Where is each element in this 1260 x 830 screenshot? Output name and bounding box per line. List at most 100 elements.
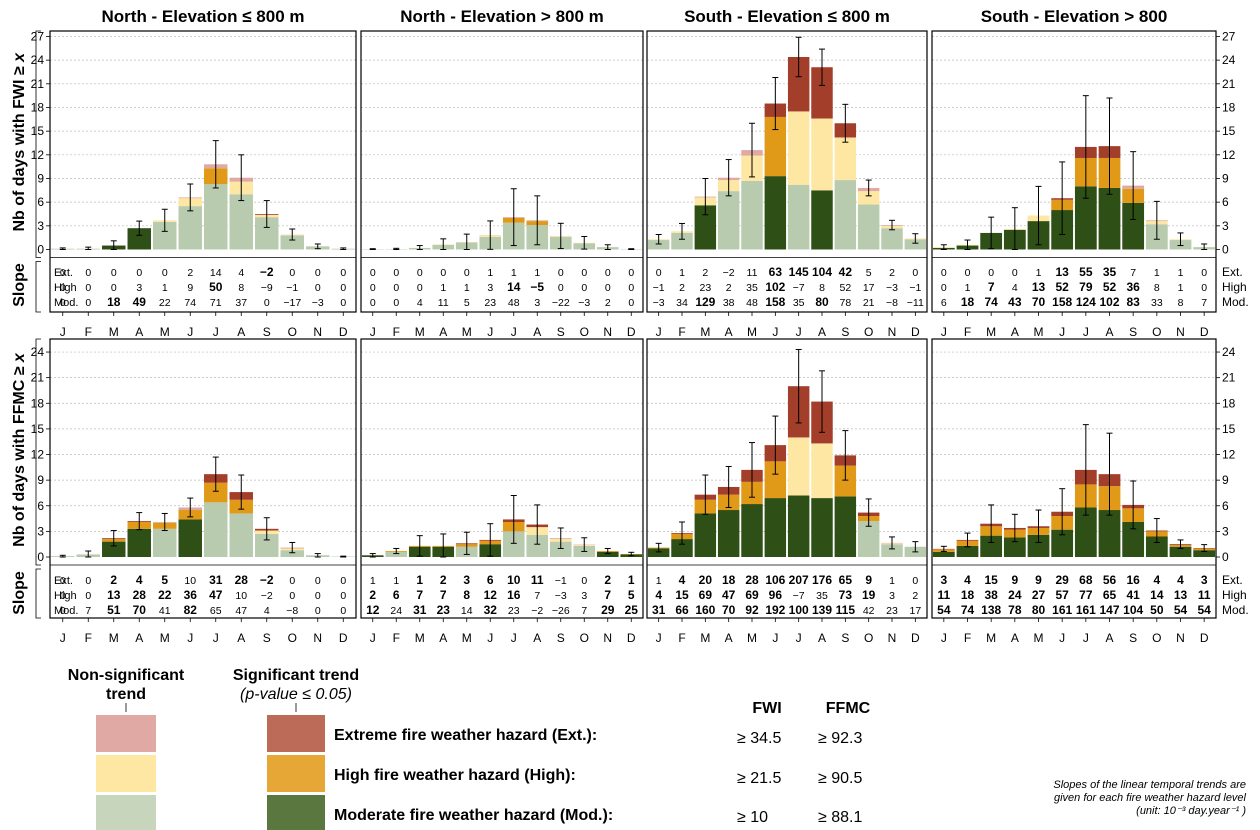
- level-label-left-r1-0: Ext.: [54, 267, 73, 279]
- slope-r1-p4-l0-m3: 0: [988, 267, 994, 279]
- slope-r1-p2-l0-m9: 0: [558, 267, 564, 279]
- slope-r1-p2-l0-m7: 1: [511, 267, 517, 279]
- legend-sig-title: Significant trend: [233, 667, 359, 684]
- slope-r1-p1-l2-m8: 37: [235, 297, 247, 309]
- month-label-r1-p1-m10: O: [288, 325, 297, 339]
- slope-r1-p4-l1-m11: 1: [1178, 282, 1184, 294]
- slope-r2-p2-l2-m6: 32: [484, 603, 498, 617]
- legend-level-high-label: High fire weather hazard (High):: [334, 767, 576, 784]
- slope-r2-p3-l1-m8: 35: [816, 590, 828, 602]
- month-label-r1-p4-m11: N: [1176, 325, 1185, 339]
- slope-r1-p1-l2-m12: 0: [340, 297, 346, 309]
- slope-r2-p4-l0-m8: 56: [1103, 573, 1117, 587]
- row-2-slope-label: Slope: [11, 571, 28, 615]
- slope-r1-p1-l2-m7: 71: [210, 297, 222, 309]
- level-label-left-r2-1: High: [54, 590, 77, 602]
- slope-r2-p2-l1-m8: 7: [534, 590, 540, 602]
- slope-r1-p2-l0-m8: 1: [534, 267, 540, 279]
- slope-r2-p4-l2-m9: 104: [1123, 603, 1143, 617]
- slope-r2-p1-l2-m9: 4: [264, 605, 270, 617]
- slope-r1-p3-l1-m9: 52: [839, 282, 851, 294]
- slope-r1-p1-l1-m3: 0: [111, 282, 117, 294]
- panel-title-3: South - Elevation ≤ 800 m: [684, 7, 890, 26]
- slope-r2-p4-l2-m1: 54: [937, 603, 951, 617]
- bar-mod-r2-p3-m4: [717, 510, 740, 557]
- bar-mod-r2-p1-m10: [280, 550, 304, 557]
- slope-r1-p1-l0-m9: −2: [260, 265, 274, 279]
- ytick-right-r1-15: 15: [1222, 124, 1236, 138]
- ytick-right-r1-3: 3: [1222, 219, 1229, 233]
- month-label-r2-p2-m2: F: [393, 631, 400, 645]
- slope-r1-p2-l2-m10: −3: [578, 297, 590, 309]
- slope-r2-p2-l2-m3: 31: [413, 603, 427, 617]
- month-label-r1-p3-m11: N: [888, 325, 897, 339]
- slope-r1-p2-l1-m10: 0: [581, 282, 587, 294]
- slope-r2-p3-l0-m4: 18: [722, 573, 736, 587]
- bar-mod-r1-p1-m10: [280, 235, 304, 250]
- slope-r1-p2-l1-m1: 0: [370, 282, 376, 294]
- slope-r2-p1-l1-m10: 0: [289, 590, 295, 602]
- slope-r2-p2-l0-m6: 6: [487, 573, 494, 587]
- month-label-r2-p2-m7: J: [511, 631, 517, 645]
- slope-r2-p1-l1-m8: 10: [235, 590, 247, 602]
- bar-mod-r1-p1-m9: [255, 217, 279, 250]
- panel-frame-r2-p4: [931, 338, 1217, 619]
- month-label-r2-p1-m9: S: [263, 631, 271, 645]
- panel-frame-r2-p2: [360, 338, 644, 619]
- ytick-left-r2-15: 15: [31, 422, 45, 436]
- month-label-r2-p3-m7: J: [796, 631, 802, 645]
- month-label-r1-p2-m9: S: [557, 325, 565, 339]
- slope-r1-p3-l2-m10: 21: [863, 297, 875, 309]
- level-label-right-r2-2: Mod.: [1222, 603, 1249, 617]
- slope-r1-p2-l2-m2: 0: [393, 297, 399, 309]
- slope-r2-p2-l0-m9: −1: [555, 575, 567, 587]
- ytick-right-r1-6: 6: [1222, 195, 1229, 209]
- slope-r2-p3-l2-m3: 160: [695, 603, 715, 617]
- slope-r1-p3-l1-m4: 2: [726, 282, 732, 294]
- slope-r1-p2-l1-m8: −5: [530, 280, 544, 294]
- slope-r1-p3-l0-m9: 42: [839, 265, 853, 279]
- slope-r1-p4-l0-m2: 0: [965, 267, 971, 279]
- month-label-r1-p1-m4: A: [135, 325, 143, 339]
- slope-r1-p2-l0-m10: 0: [581, 267, 587, 279]
- slope-r2-p3-l2-m2: 66: [675, 603, 689, 617]
- level-label-right-r1-2: Mod.: [1222, 295, 1249, 309]
- slope-r1-p1-l1-m4: 3: [136, 282, 142, 294]
- slope-r1-p2-l1-m7: 14: [507, 280, 521, 294]
- bar-mod-r2-p4-m7: [1074, 507, 1097, 557]
- slope-r2-p2-l1-m10: 3: [581, 590, 587, 602]
- slope-r2-p3-l0-m9: 65: [839, 573, 853, 587]
- slope-r1-p4-l2-m5: 70: [1032, 295, 1046, 309]
- slope-r1-p1-l1-m1: 0: [60, 282, 66, 294]
- ytick-right-r2-15: 15: [1222, 422, 1236, 436]
- slope-r2-p3-l1-m7: −7: [793, 590, 805, 602]
- slope-r2-p1-l0-m8: 28: [235, 573, 249, 587]
- month-label-r1-p2-m12: D: [627, 325, 636, 339]
- slope-r2-p2-l2-m8: −2: [531, 605, 543, 617]
- month-label-r2-p3-m4: A: [725, 631, 733, 645]
- month-label-r2-p4-m10: O: [1152, 631, 1161, 645]
- bar-high-r1-p3-m6: [764, 116, 787, 177]
- month-label-r2-p3-m12: D: [911, 631, 920, 645]
- slope-r1-p3-l1-m3: 23: [699, 282, 711, 294]
- slope-r1-p1-l0-m11: 0: [315, 267, 321, 279]
- slope-r2-p2-l0-m11: 2: [604, 573, 611, 587]
- row-2-ylabel: Nb of days with FFMC ≥ x: [11, 352, 28, 547]
- slope-r2-p2-l0-m3: 1: [416, 573, 423, 587]
- slope-r2-p3-l1-m5: 69: [745, 588, 759, 602]
- ytick-right-r1-12: 12: [1222, 148, 1236, 162]
- slope-r1-p2-l2-m7: 48: [508, 297, 520, 309]
- bar-high-r1-p3-m10: [857, 191, 880, 205]
- month-label-r1-p4-m6: J: [1059, 325, 1065, 339]
- slope-r1-p4-l0-m12: 0: [1201, 267, 1207, 279]
- slope-r1-p2-l1-m4: 1: [440, 282, 446, 294]
- slope-r2-p1-l1-m3: 13: [107, 588, 121, 602]
- slope-r2-p4-l2-m5: 80: [1032, 603, 1046, 617]
- bar-mod-r2-p2-m7: [502, 531, 525, 557]
- slope-r2-p3-l0-m11: 1: [889, 575, 895, 587]
- slope-r2-p4-l1-m1: 11: [937, 588, 950, 602]
- month-label-r1-p2-m3: M: [415, 325, 425, 339]
- ytick-left-r1-21: 21: [31, 77, 45, 91]
- slope-r1-p3-l0-m11: 2: [889, 267, 895, 279]
